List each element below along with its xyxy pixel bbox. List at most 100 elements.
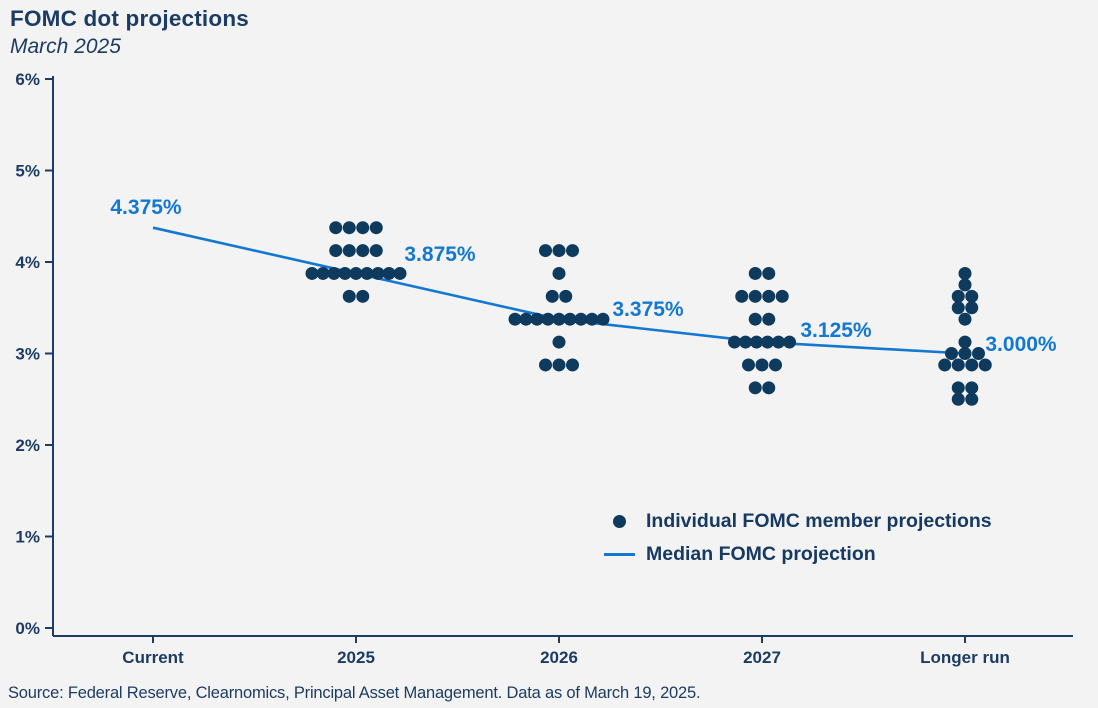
member-projection-dot [342,221,356,235]
member-projection-dot [329,244,343,258]
member-projection-dot [539,244,552,258]
legend-label: Median FOMC projection [646,542,876,565]
member-projection-dot [369,244,383,258]
member-projection-dot [305,266,319,280]
page-title: FOMC dot projections [10,6,249,31]
member-projection-dot [769,358,782,372]
member-projection-dot [748,266,762,280]
member-projection-dot [329,221,343,235]
member-projection-dot [958,312,972,326]
member-projection-dot [951,381,965,395]
member-projection-dot [552,244,566,258]
member-projection-dot [552,335,566,349]
member-projection-dot [356,289,370,303]
member-projection-dot [545,289,559,303]
member-projection-dot [965,381,979,395]
member-projection-dot [559,289,573,303]
member-projection-dot [972,347,985,360]
y-tick-label: 2% [15,436,40,455]
member-projection-dot [530,312,544,326]
member-projection-dot [519,312,533,326]
member-projection-dot [965,358,979,372]
x-tick-label: Longer run [920,648,1010,667]
member-projection-dot [360,266,374,280]
chart-legend: Individual FOMC member projections Media… [603,506,992,569]
y-tick-label: 1% [15,528,40,547]
member-projection-dot [748,289,762,303]
member-projection-dot [316,266,330,280]
member-projection-dot [761,335,774,349]
member-projection-dot [965,392,979,406]
x-tick-label: 2027 [743,648,781,667]
member-projection-dot [958,278,972,292]
member-projection-dot [958,347,972,360]
x-tick-label: 2026 [540,648,578,667]
member-projection-dot [951,358,965,372]
y-tick-label: 0% [15,619,40,638]
member-projection-dot [775,289,789,303]
member-projection-dot [356,244,370,258]
member-projection-dot [728,335,741,349]
y-tick-label: 3% [15,345,40,364]
page-subtitle: March 2025 [10,35,121,58]
member-projection-dot [371,266,385,280]
member-projection-dot [762,266,776,280]
member-projection-dot [566,244,579,258]
member-projection-dot [574,312,588,326]
member-projection-dot [748,312,762,326]
member-projection-dot [951,392,965,406]
member-projection-dot [338,266,352,280]
member-projection-dot [762,381,776,395]
member-projection-dot [349,266,363,280]
member-projection-dot [978,358,992,372]
member-projection-dot [965,289,979,303]
member-projection-dot [739,335,752,349]
member-projection-dot [762,289,776,303]
member-projection-dot [342,244,356,258]
member-projection-dot [965,301,979,315]
median-value-label: 3.000% [985,333,1057,356]
member-projection-dot [508,312,522,326]
y-tick-label: 4% [15,253,40,272]
member-projection-dot [748,381,762,395]
line-marker-icon [603,552,635,556]
member-projection-dot [755,358,769,372]
member-projection-dot [945,347,958,360]
y-tick-label: 6% [15,70,40,89]
member-projection-dot [369,221,383,235]
median-value-label: 3.375% [612,298,684,321]
member-projection-dot [393,266,407,280]
member-projection-dot [951,301,965,315]
member-projection-dot [356,221,370,235]
legend-item-individual-projections: Individual FOMC member projections [603,506,992,536]
x-tick-label: Current [122,648,184,667]
member-projection-dot [327,266,341,280]
member-projection-dot [735,289,749,303]
member-projection-dot [762,312,776,326]
y-tick-label: 5% [15,162,40,181]
x-tick-label: 2025 [337,648,375,667]
member-projection-dot [539,358,552,372]
member-projection-dot [958,266,972,280]
median-value-label: 4.375% [110,196,182,219]
legend-label: Individual FOMC member projections [646,509,992,532]
member-projection-dot [552,358,566,372]
member-projection-dot [596,312,610,326]
member-projection-dot [382,266,396,280]
member-projection-dot [552,312,566,326]
legend-item-median-projection: Median FOMC projection [603,539,992,569]
median-value-label: 3.875% [404,243,476,266]
dot-marker-icon [612,514,626,528]
member-projection-dot [552,266,566,280]
member-projection-dot [750,335,763,349]
member-projection-dot [958,335,972,349]
member-projection-dot [585,312,599,326]
member-projection-dot [783,335,796,349]
member-projection-dot [541,312,555,326]
member-projection-dot [342,289,356,303]
member-projection-dot [742,358,755,372]
member-projection-dot [951,289,965,303]
source-note: Source: Federal Reserve, Clearnomics, Pr… [8,684,701,702]
